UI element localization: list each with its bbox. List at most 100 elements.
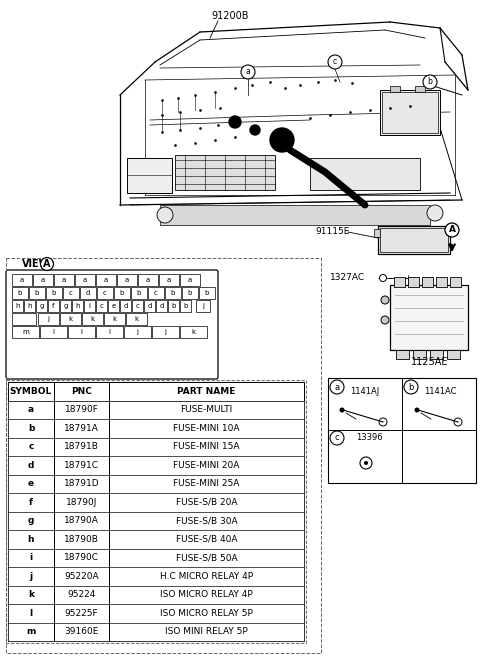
Text: FUSE-S/B 50A: FUSE-S/B 50A [176,553,237,562]
Bar [447,350,460,359]
Text: 18791C: 18791C [64,461,99,470]
Bar [378,226,450,254]
Bar [310,158,420,190]
Text: 18790A: 18790A [64,516,99,525]
Bar [114,287,130,299]
Text: ISO MICRO RELAY 5P: ISO MICRO RELAY 5P [160,609,253,618]
Circle shape [381,316,389,324]
Bar [180,274,200,286]
Text: ISO MICRO RELAY 4P: ISO MICRO RELAY 4P [160,590,253,599]
Bar [124,326,151,338]
Text: k: k [90,316,95,322]
Bar [8,382,304,641]
Circle shape [330,380,344,394]
Bar [60,313,81,325]
Bar [12,313,36,325]
Text: FUSE-MINI 20A: FUSE-MINI 20A [173,461,240,470]
Bar [8,456,304,474]
Bar [33,274,53,286]
Text: e: e [111,303,116,309]
Circle shape [157,207,173,223]
Bar [6,380,306,643]
Text: 1141AC: 1141AC [424,388,456,396]
Text: a: a [28,405,34,414]
Bar [180,300,191,312]
Bar [108,300,119,312]
Circle shape [270,128,294,152]
Bar [36,300,47,312]
Text: k: k [134,316,139,322]
Bar [436,277,447,287]
Bar [328,378,476,483]
Circle shape [364,461,368,465]
Bar [131,287,147,299]
Bar [54,274,74,286]
Bar [430,350,443,359]
Text: c: c [154,290,158,296]
Text: b: b [428,77,432,87]
Text: m: m [26,627,36,636]
Text: b: b [28,424,34,433]
Bar [8,474,304,493]
Text: k: k [28,590,34,599]
Bar [8,401,304,419]
Bar [38,313,59,325]
Bar [199,287,215,299]
Bar [63,287,79,299]
Bar [8,586,304,604]
Text: j: j [29,572,33,581]
Text: l: l [29,609,33,618]
Text: a: a [125,277,129,283]
Bar [168,300,179,312]
Circle shape [423,75,437,89]
Text: j: j [136,329,139,335]
Bar [396,350,409,359]
Text: FUSE-MULTI: FUSE-MULTI [180,405,233,414]
Text: i: i [88,303,91,309]
Circle shape [328,55,342,69]
Bar [408,277,419,287]
Text: FUSE-S/B 40A: FUSE-S/B 40A [176,535,237,544]
Text: 18791D: 18791D [64,480,99,488]
Text: a: a [167,277,171,283]
Bar [97,287,113,299]
Text: e: e [28,480,34,488]
Text: b: b [171,303,176,309]
Bar [24,300,35,312]
Text: h: h [15,303,20,309]
Bar [380,228,448,252]
Text: a: a [83,277,87,283]
Circle shape [360,457,372,469]
Bar [8,382,304,401]
Bar [180,326,207,338]
Text: FUSE-S/B 30A: FUSE-S/B 30A [176,516,237,525]
Bar [84,300,95,312]
Circle shape [380,274,386,281]
Bar [96,274,116,286]
Text: a: a [104,277,108,283]
Text: j: j [48,316,49,322]
Text: g: g [63,303,68,309]
Text: k: k [192,329,195,335]
Text: d: d [86,290,90,296]
Circle shape [404,380,418,394]
Bar [8,548,304,567]
Text: h: h [28,535,34,544]
Bar [8,567,304,586]
Text: l: l [81,329,83,335]
Bar [8,623,304,641]
Bar [182,287,198,299]
Text: f: f [52,303,55,309]
Text: b: b [137,290,141,296]
Text: c: c [103,290,107,296]
Text: 95220A: 95220A [64,572,99,581]
Bar [374,229,380,237]
Bar [394,277,405,287]
Bar [159,274,179,286]
Text: 1141AJ: 1141AJ [350,388,380,396]
Text: c: c [69,290,73,296]
Bar [144,300,155,312]
Circle shape [445,223,459,237]
Text: l: l [52,329,55,335]
Circle shape [229,116,241,128]
